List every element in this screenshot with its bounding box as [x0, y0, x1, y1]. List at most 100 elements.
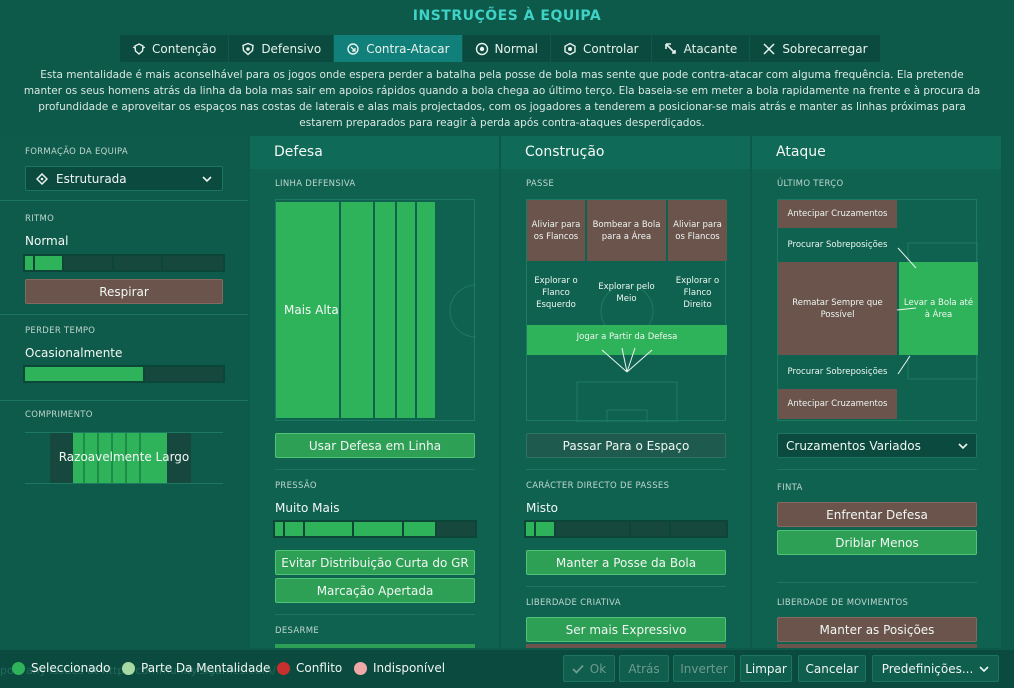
general-panel: FORMAÇÃO DA EQUIPA Estruturada RITMO Nor… — [0, 136, 248, 648]
enfrentar-defesa-button[interactable]: Enfrentar Defesa — [777, 502, 977, 527]
next-button-edge[interactable] — [777, 644, 977, 648]
passar-espaco-button[interactable]: Passar Para o Espaço — [526, 433, 726, 458]
page-title: INSTRUÇÕES À EQUIPA — [412, 8, 602, 24]
cell-jogar-defesa[interactable]: Jogar a Partir da Defesa — [527, 325, 727, 355]
defence-panel: Defesa LINHA DEFENSIVA Mais Alta Usar De… — [250, 136, 499, 648]
desarme-button-edge[interactable] — [275, 644, 475, 648]
divider — [275, 614, 475, 615]
ritmo-slider[interactable] — [23, 254, 225, 272]
ok-label: Ok — [589, 661, 607, 676]
tab-controlar[interactable]: Controlar — [551, 35, 652, 62]
cruzamentos-value: Cruzamentos Variados — [786, 438, 921, 453]
caracter-slider[interactable] — [524, 520, 728, 538]
chevron-down-icon — [202, 175, 212, 182]
respirar-button[interactable]: Respirar — [25, 279, 223, 304]
width-pitch[interactable]: Razoavelmente Largo — [25, 432, 223, 484]
formation-label: FORMAÇÃO DA EQUIPA — [25, 147, 128, 157]
cell-procurar-top[interactable]: Procurar Sobreposições — [787, 240, 888, 250]
attack-title: Ataque — [752, 136, 1001, 169]
legend-label: Parte Da Mentalidade — [141, 661, 271, 675]
formation-dropdown[interactable]: Estruturada — [25, 166, 223, 191]
counter-attack-icon — [347, 42, 359, 55]
tab-label: Normal — [494, 41, 538, 56]
passe-label: PASSE — [526, 179, 555, 189]
pressao-slider[interactable] — [273, 520, 477, 538]
tab-label: Atacante — [683, 41, 738, 56]
legend-label: Indisponível — [373, 661, 446, 675]
chevron-down-icon — [979, 665, 989, 672]
buildup-panel: Construção PASSE Aliviar para os Flancos… — [501, 136, 750, 648]
pressao-value: Muito Mais — [275, 501, 340, 515]
desarme-label: DESARME — [275, 626, 319, 636]
shield-wings-icon — [132, 42, 146, 55]
pitch-markings — [449, 284, 476, 338]
pass-arrows-icon — [601, 347, 653, 373]
tab-atacante[interactable]: Atacante — [652, 35, 751, 62]
manter-posicoes-button[interactable]: Manter as Posições — [777, 617, 977, 642]
divider — [0, 200, 248, 201]
caracter-label: CARÁCTER DIRECTO DE PASSES — [526, 481, 670, 491]
caracter-value: Misto — [526, 501, 558, 515]
next-button-edge[interactable] — [526, 644, 726, 648]
back-button[interactable]: Atrás — [619, 655, 669, 682]
comprimento-value: Razoavelmente Largo — [58, 450, 190, 464]
driblar-menos-button[interactable]: Driblar Menos — [777, 530, 977, 555]
legend-selected: Seleccionado — [12, 661, 111, 675]
tab-contencao[interactable]: Contenção — [120, 35, 230, 62]
defensive-line-pitch[interactable]: Mais Alta — [275, 199, 476, 421]
divider — [526, 586, 726, 587]
tab-label: Sobrecarregar — [782, 41, 868, 56]
ball-icon — [475, 42, 488, 55]
cell-aliviar-flancos-right[interactable]: Aliviar para os Flancos — [668, 200, 727, 261]
tab-label: Contra-Atacar — [366, 41, 450, 56]
divider — [777, 469, 977, 470]
tab-contra-atacar[interactable]: Contra-Atacar — [334, 35, 463, 62]
invert-button[interactable]: Inverter — [673, 655, 735, 682]
presets-dropdown[interactable]: Predefinições... — [872, 655, 999, 682]
check-icon — [572, 664, 584, 674]
perder-slider[interactable] — [23, 365, 225, 383]
cell-explorar-meio[interactable]: Explorar pelo Meio — [598, 282, 655, 304]
formation-value: Estruturada — [56, 171, 127, 186]
cell-explorar-esquerdo[interactable]: Explorar o Flanco Esquerdo — [534, 276, 578, 310]
buildup-title: Construção — [501, 136, 750, 169]
shield-icon — [242, 42, 255, 55]
legend-unavailable: Indisponível — [354, 661, 445, 675]
presets-label: Predefinições... — [881, 661, 974, 676]
cruzamentos-dropdown[interactable]: Cruzamentos Variados — [777, 433, 977, 458]
tab-normal[interactable]: Normal — [463, 35, 551, 62]
cell-antecipar-top[interactable]: Antecipar Cruzamentos — [778, 200, 897, 228]
marcacao-apertada-button[interactable]: Marcação Apertada — [275, 578, 475, 603]
attack-arrow-icon — [664, 42, 676, 54]
legend-label: Conflito — [296, 661, 343, 675]
cell-bombear-area[interactable]: Bombear a Bola para a Área — [587, 200, 666, 261]
final-third-pitch[interactable]: Antecipar Cruzamentos Procurar Sobreposi… — [777, 199, 978, 421]
manter-posse-button[interactable]: Manter a Posse da Bola — [526, 550, 726, 575]
cell-procurar-bot[interactable]: Procurar Sobreposições — [787, 367, 888, 377]
ritmo-label: RITMO — [25, 214, 55, 224]
evitar-distribuicao-button[interactable]: Evitar Distribuição Curta do GR — [275, 550, 475, 575]
mentality-tabs: Contenção Defensivo Contra-Atacar Normal… — [120, 35, 880, 62]
finta-label: FINTA — [777, 483, 803, 493]
ok-button[interactable]: Ok — [563, 655, 615, 682]
tab-sobrecarregar[interactable]: Sobrecarregar — [750, 35, 879, 62]
mentality-description: Esta mentalidade é mais aconselhável par… — [23, 69, 981, 129]
cell-rematar[interactable]: Rematar Sempre que Possível — [778, 262, 897, 355]
divider — [275, 469, 475, 470]
cell-aliviar-flancos-left[interactable]: Aliviar para os Flancos — [527, 200, 585, 261]
usar-defesa-linha-button[interactable]: Usar Defesa em Linha — [275, 433, 475, 458]
cancel-button[interactable]: Cancelar — [798, 655, 866, 682]
ser-expressivo-button[interactable]: Ser mais Expressivo — [526, 617, 726, 642]
legend-part-mentality: Parte Da Mentalidade — [122, 661, 270, 675]
clear-button[interactable]: Limpar — [740, 655, 792, 682]
diamond-icon — [36, 172, 48, 185]
tab-defensivo[interactable]: Defensivo — [229, 35, 335, 62]
mentality-dot-icon — [122, 661, 135, 675]
hexagon-ball-icon — [564, 42, 576, 55]
cell-explorar-direito[interactable]: Explorar o Flanco Direito — [675, 276, 720, 310]
passing-pitch[interactable]: Aliviar para os Flancos Bombear a Bola p… — [526, 199, 727, 422]
pressao-label: PRESSÃO — [275, 481, 317, 491]
cell-antecipar-bot[interactable]: Antecipar Cruzamentos — [778, 389, 897, 419]
linha-value: Mais Alta — [284, 303, 339, 317]
chevron-down-icon — [958, 442, 968, 449]
